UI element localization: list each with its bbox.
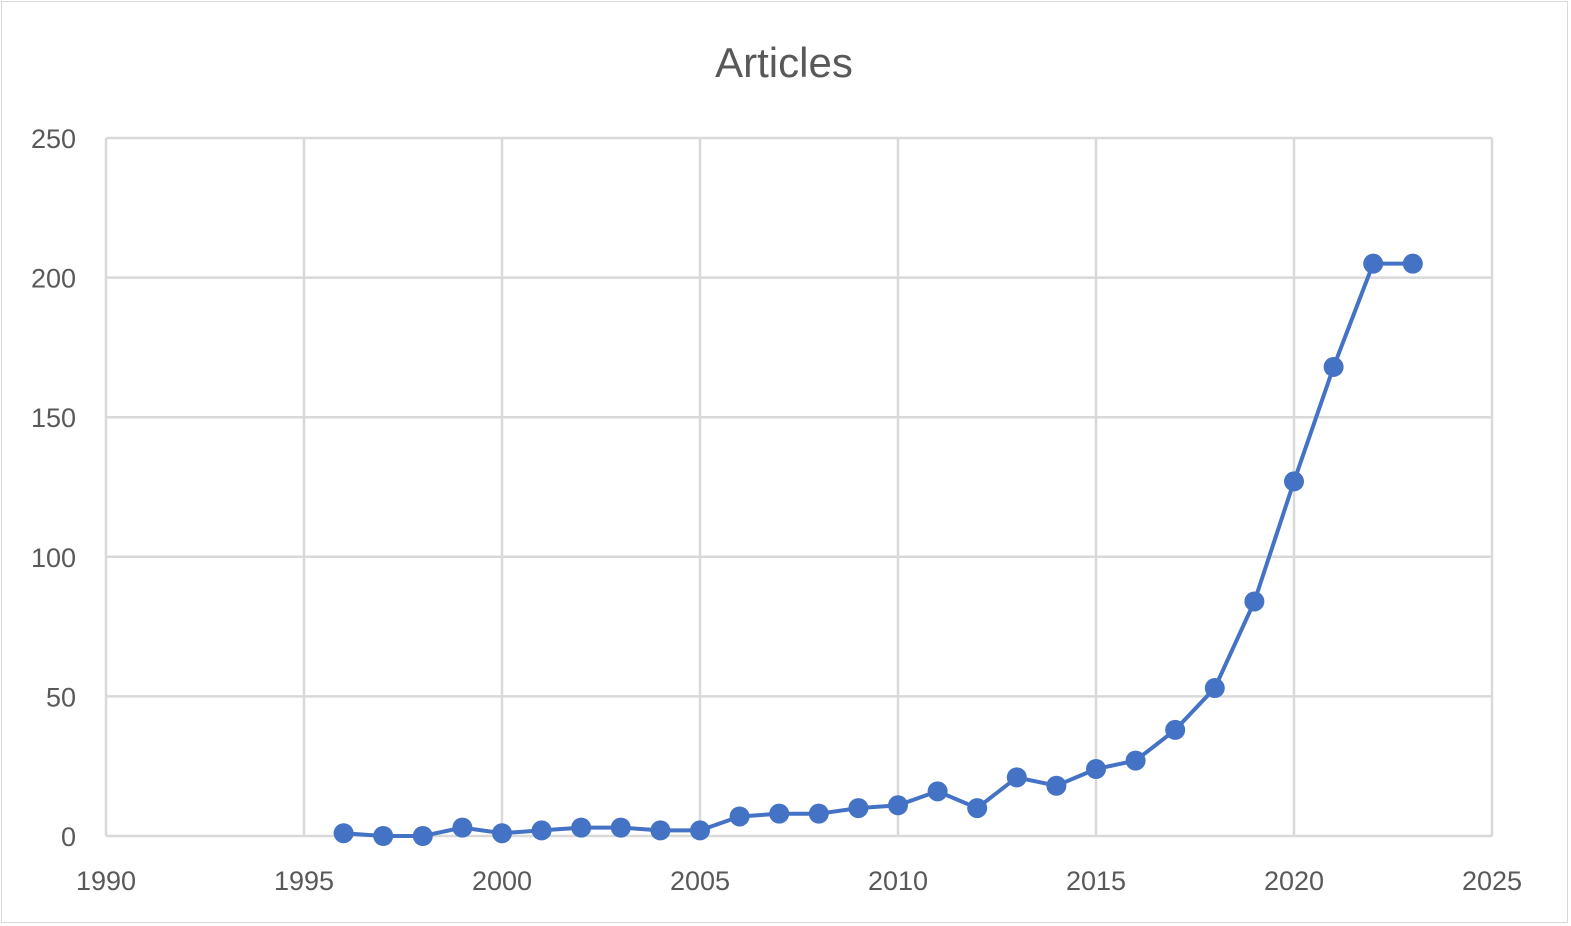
data-point [492,823,512,844]
y-tick-label: 150 [31,403,76,433]
data-point [373,826,394,846]
series-line [343,261,1413,838]
gridlines [104,136,1494,838]
y-tick-label: 0 [61,822,76,852]
data-point [650,820,671,841]
data-point [1125,750,1146,771]
y-tick-label: 100 [31,543,76,573]
data-point [1323,356,1344,377]
data-point [1006,767,1027,788]
data-point [1046,775,1067,796]
data-point [1284,471,1304,492]
y-tick-label: 200 [31,264,76,294]
y-axis-ticks: 0 50 100 150 200 250 [31,124,76,852]
data-point [1204,678,1225,699]
x-tick-label: 2005 [670,866,730,896]
y-tick-label: 250 [31,124,76,154]
data-point [1363,253,1384,274]
x-tick-label: 1990 [76,866,136,896]
series [333,253,1423,846]
x-tick-label: 2015 [1066,866,1126,896]
data-point [412,826,433,846]
x-tick-label: 2025 [1462,866,1522,896]
data-point [848,798,869,819]
x-tick-label: 2000 [472,866,532,896]
data-point [1244,591,1265,612]
data-point [1402,253,1423,274]
chart-title: Articles [715,39,853,86]
data-point [808,803,829,824]
x-tick-label: 1995 [274,866,334,896]
data-point [888,795,908,816]
data-point [531,820,552,841]
data-point [967,798,988,819]
x-tick-label: 2010 [868,866,928,896]
data-point [927,781,948,802]
x-axis-ticks: 1990 1995 2000 2005 2010 2015 2020 2025 [76,866,1522,896]
data-point [729,806,750,827]
data-point [690,820,710,841]
data-point [769,803,790,824]
data-point [1086,758,1106,779]
data-point [1165,719,1186,740]
data-point [610,817,631,838]
data-point [452,817,473,838]
data-point [571,817,592,838]
x-tick-label: 2020 [1264,866,1324,896]
y-tick-label: 50 [46,682,76,712]
data-point [333,823,354,844]
